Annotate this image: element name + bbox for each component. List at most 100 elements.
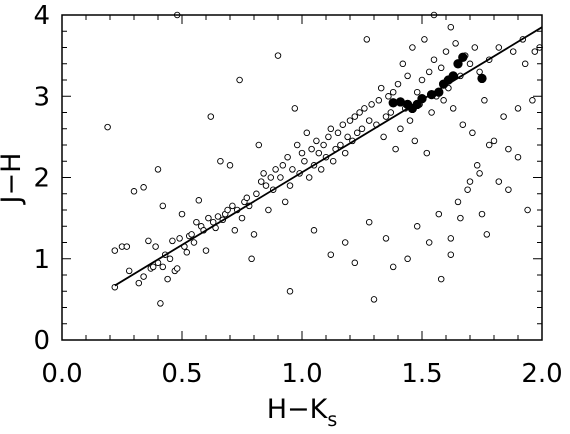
open-point-112	[382, 113, 390, 120]
open-point-105	[365, 117, 373, 124]
open-point-186	[529, 97, 536, 104]
open-point-101	[356, 109, 363, 116]
open-point-10	[145, 237, 152, 245]
open-point-42	[214, 213, 222, 220]
open-point-179	[466, 178, 474, 185]
open-point-72	[286, 182, 294, 189]
open-point-146	[464, 186, 471, 193]
open-point-58	[253, 190, 260, 198]
open-point-81	[308, 145, 315, 153]
x-tick-label: 0.0	[41, 359, 82, 389]
open-point-93	[337, 141, 344, 149]
x-tick-label: 0.5	[161, 359, 202, 389]
open-point-18	[159, 202, 167, 210]
open-point-88	[325, 133, 332, 141]
open-point-180	[476, 170, 483, 177]
open-point-183	[505, 145, 512, 153]
filled-point-13	[477, 73, 487, 84]
open-point-51	[236, 76, 243, 84]
open-point-89	[327, 125, 335, 133]
open-point-90	[329, 157, 337, 165]
open-point-185	[521, 60, 529, 68]
open-point-150	[473, 162, 481, 169]
x-tick-label: 1.0	[281, 359, 322, 389]
open-point-172	[389, 263, 397, 271]
open-point-177	[447, 251, 455, 258]
open-point-140	[449, 105, 457, 112]
open-point-15	[154, 166, 162, 173]
open-point-97	[346, 117, 354, 124]
open-point-163	[524, 206, 531, 214]
y-tick-label: 3	[33, 82, 50, 112]
open-point-4	[123, 243, 131, 250]
open-point-161	[514, 153, 522, 161]
open-point-26	[176, 235, 183, 242]
open-point-49	[231, 227, 239, 234]
open-point-9	[140, 184, 147, 191]
open-point-106	[368, 101, 375, 108]
open-point-111	[380, 133, 387, 141]
open-point-92	[334, 129, 342, 137]
open-point-73	[289, 166, 296, 173]
open-point-99	[351, 113, 359, 120]
axis-ticks	[61, 14, 543, 341]
x-tick-label: 2.0	[521, 359, 562, 389]
open-point-0	[104, 123, 111, 131]
open-point-57	[250, 231, 258, 238]
open-point-29	[183, 249, 191, 256]
open-point-21	[166, 255, 174, 263]
open-point-8	[140, 273, 147, 280]
open-point-31	[188, 231, 195, 238]
open-point-1	[111, 283, 119, 291]
open-point-142	[454, 198, 462, 206]
open-point-96	[344, 133, 351, 141]
open-point-52	[238, 214, 246, 222]
open-point-135	[437, 64, 445, 72]
open-point-110	[377, 84, 385, 92]
open-point-152	[478, 210, 486, 218]
open-point-37	[202, 247, 210, 254]
open-point-86	[320, 141, 327, 149]
open-point-20	[164, 275, 171, 283]
open-point-39	[207, 113, 215, 120]
open-point-13	[152, 243, 159, 250]
open-point-168	[341, 239, 349, 246]
open-point-149	[471, 44, 479, 51]
open-point-176	[437, 275, 445, 283]
open-point-94	[339, 121, 347, 128]
open-point-148	[469, 129, 476, 137]
open-point-62	[262, 182, 270, 189]
open-point-160	[509, 48, 517, 55]
open-point-178	[457, 214, 464, 222]
open-point-119	[399, 60, 407, 68]
open-point-121	[404, 72, 411, 80]
open-point-154	[483, 231, 491, 238]
x-axis-title-main: H−K	[267, 394, 329, 425]
open-point-122	[406, 117, 414, 124]
open-point-56	[248, 255, 255, 263]
open-point-2	[111, 247, 119, 254]
open-point-80	[305, 174, 313, 181]
open-point-33	[193, 218, 200, 226]
x-axis-title: H−Ks	[267, 394, 338, 431]
open-point-165	[286, 288, 294, 295]
open-point-47	[226, 162, 234, 169]
y-axis-title: J−H	[0, 153, 27, 206]
y-tick-label: 1	[33, 245, 50, 275]
open-point-129	[423, 149, 431, 157]
open-point-156	[490, 137, 498, 145]
open-point-128	[421, 36, 428, 43]
y-tick-label: 4	[33, 1, 50, 31]
open-point-78	[301, 157, 308, 165]
open-point-173	[404, 255, 411, 263]
open-point-137	[442, 48, 450, 55]
open-point-54	[243, 194, 251, 202]
open-point-17	[159, 263, 167, 271]
open-point-32	[190, 239, 198, 246]
open-point-169	[351, 259, 359, 267]
open-point-167	[327, 251, 335, 258]
open-point-113	[385, 93, 392, 100]
open-point-157	[495, 44, 503, 51]
open-point-174	[413, 223, 421, 230]
